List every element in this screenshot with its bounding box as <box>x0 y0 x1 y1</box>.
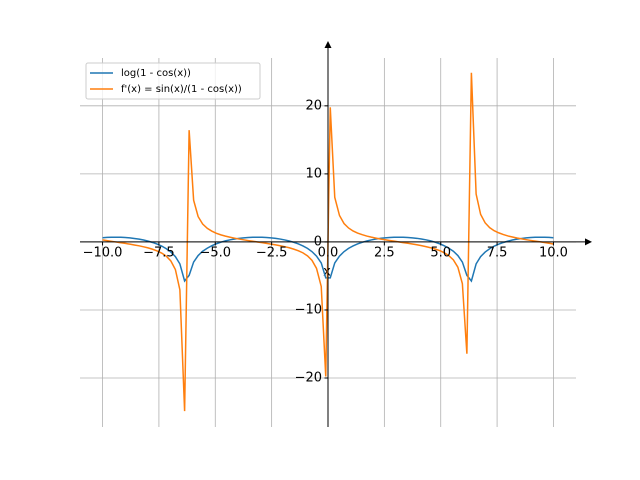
x-tick-label: 2.5 <box>374 245 395 260</box>
x-axis-arrow <box>585 238 592 246</box>
y-axis-arrow <box>324 41 332 48</box>
legend-label: f'(x) = sin(x)/(1 - cos(x)) <box>121 84 242 95</box>
y-tick-label: 0 <box>314 234 322 249</box>
legend-box <box>85 62 261 100</box>
y-tick-label: −20 <box>295 371 322 386</box>
y-tick-label: −10 <box>295 302 322 317</box>
legend: log(1 - cos(x)) f'(x) = sin(x)/(1 - cos(x… <box>85 62 261 100</box>
x-tick-label: −10.0 <box>83 245 123 260</box>
x-tick-label: −5.0 <box>199 245 231 260</box>
y-tick-label: 20 <box>305 98 322 113</box>
x-tick-label: 5.0 <box>430 245 451 260</box>
legend-label: log(1 - cos(x)) <box>121 68 191 79</box>
x-tick-label: 7.5 <box>487 245 508 260</box>
y-tick-label: 10 <box>305 166 322 181</box>
x-tick-label: −2.5 <box>256 245 288 260</box>
x-tick-label: −7.5 <box>143 245 175 260</box>
x-tick-label: 10.0 <box>539 245 568 260</box>
x-tick-label: 0.0 <box>318 245 339 260</box>
